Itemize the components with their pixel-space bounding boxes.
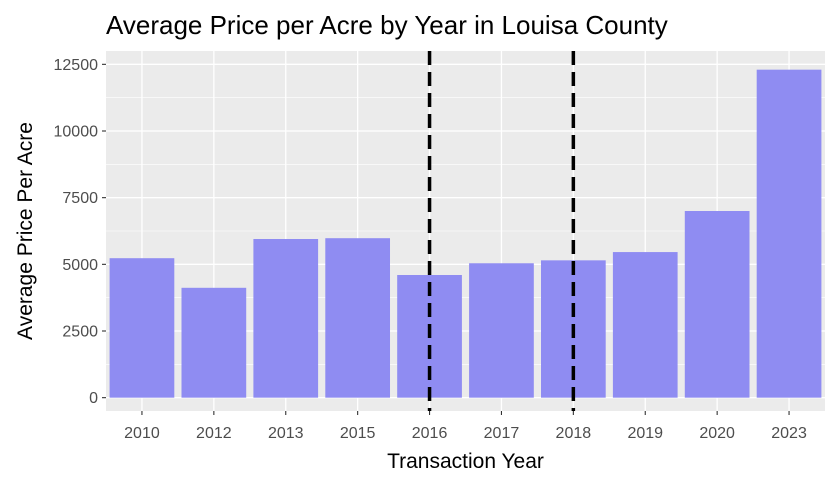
x-axis: 2010 2012 2013 2015 2016 2017 2018 2019 2020 2023 <box>124 411 807 442</box>
x-tick-label: 2016 <box>412 425 448 442</box>
bar-2020 <box>684 211 750 398</box>
y-axis: 0 2500 5000 7500 10000 12500 <box>54 57 106 407</box>
reference-lines <box>427 51 576 411</box>
y-tick-label: 5000 <box>62 257 98 274</box>
y-tick-label: 7500 <box>62 190 98 207</box>
x-tick-label: 2013 <box>268 425 304 442</box>
x-axis-title: Transaction Year <box>387 450 544 473</box>
y-tick-label: 2500 <box>62 324 98 341</box>
x-tick-label: 2015 <box>340 425 376 442</box>
bar-2019 <box>612 252 678 398</box>
x-tick-label: 2018 <box>556 425 592 442</box>
chart-title: Average Price per Acre by Year in Louisa… <box>106 10 668 40</box>
x-tick-label: 2010 <box>124 425 160 442</box>
bar-2010 <box>109 258 175 398</box>
x-tick-label: 2019 <box>627 425 663 442</box>
x-tick-label: 2023 <box>771 425 807 442</box>
x-tick-label: 2017 <box>484 425 520 442</box>
x-tick-label: 2012 <box>196 425 232 442</box>
y-tick-label: 12500 <box>54 57 99 74</box>
x-tick-label: 2020 <box>699 425 735 442</box>
bar-2023 <box>756 69 822 398</box>
bar-2012 <box>181 287 247 398</box>
y-axis-title: Average Price Per Acre <box>14 122 37 340</box>
bar-2013 <box>253 239 319 398</box>
y-tick-label: 10000 <box>54 124 99 141</box>
bar-2017 <box>469 263 534 398</box>
y-tick-label: 0 <box>89 390 98 407</box>
bar-2015 <box>325 238 391 398</box>
